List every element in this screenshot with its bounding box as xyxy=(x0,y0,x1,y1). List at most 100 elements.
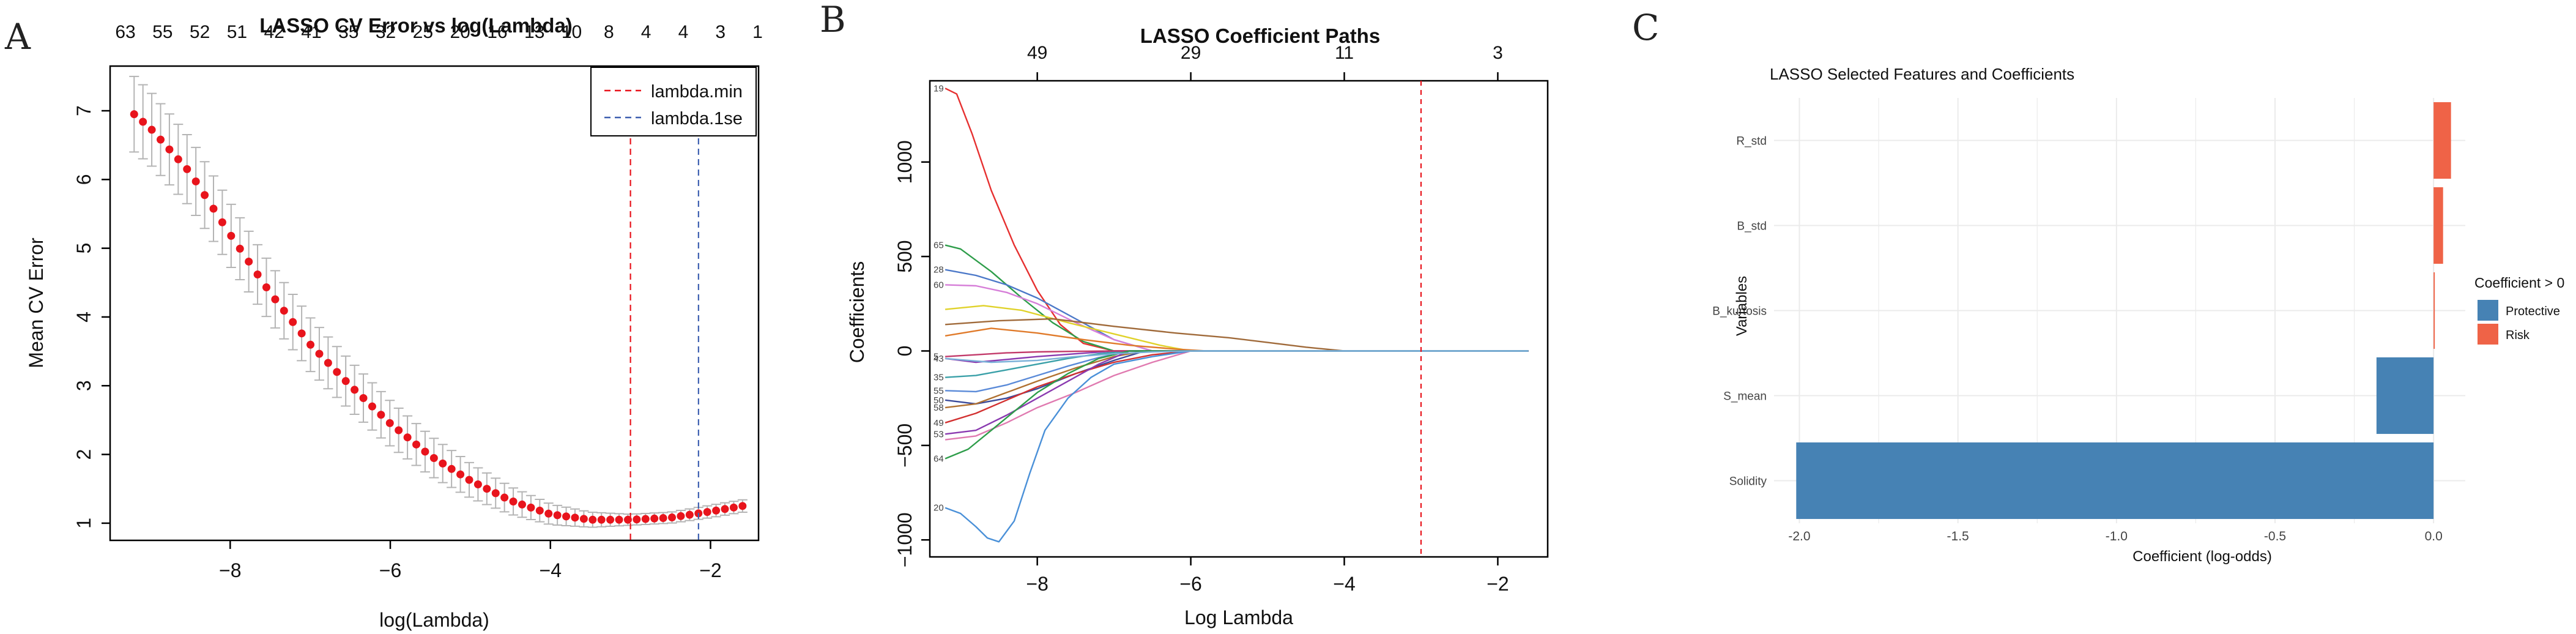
a-cv-point xyxy=(588,515,597,524)
b-y-tick-label: 500 xyxy=(894,240,916,272)
c-bar-b-kurtosis xyxy=(2433,272,2435,349)
a-cv-point xyxy=(421,447,429,456)
a-cv-point xyxy=(677,512,685,520)
a-top-axis-label: 8 xyxy=(604,22,614,42)
a-cv-point xyxy=(473,480,482,489)
b-path-64 xyxy=(945,350,1529,460)
a-cv-point xyxy=(147,125,156,134)
b-x-tick-label: −4 xyxy=(1333,573,1355,595)
c-x-tick-label: -2.0 xyxy=(1788,529,1810,543)
panel-a-plot-box xyxy=(109,65,760,542)
a-top-axis-label: 52 xyxy=(190,22,210,42)
a-cv-point xyxy=(289,318,297,326)
b-path-60 xyxy=(945,284,1529,352)
a-cv-point xyxy=(271,295,280,304)
c-bar-solidity xyxy=(1796,442,2434,520)
a-cv-point xyxy=(359,394,368,403)
a-top-axis-label: 51 xyxy=(227,22,247,42)
a-cv-point xyxy=(721,505,729,513)
a-cv-point xyxy=(157,135,165,144)
legend-label-lambda-min: lambda.min xyxy=(651,82,743,102)
a-top-axis-label: 4 xyxy=(678,22,689,42)
a-y-tick-label: 1 xyxy=(73,518,95,529)
a-x-tick-label: −2 xyxy=(699,559,721,581)
a-cv-point xyxy=(439,459,447,468)
a-top-axis-label: 13 xyxy=(524,22,544,42)
a-cv-point xyxy=(571,513,579,522)
b-path-label: 28 xyxy=(934,265,944,275)
a-cv-point xyxy=(209,204,218,213)
a-cv-point xyxy=(341,377,350,386)
b-path-label: 35 xyxy=(934,373,944,383)
a-cv-point xyxy=(729,503,738,512)
a-cv-point xyxy=(262,283,270,292)
b-path-5 xyxy=(945,350,1529,357)
b-y-tick-label: −1000 xyxy=(894,512,916,567)
panel-b-plot-box xyxy=(929,80,1549,558)
legend-label-lambda-1se: lambda.1se xyxy=(651,109,743,129)
a-cv-point xyxy=(245,257,253,266)
b-path-58 xyxy=(945,350,1529,409)
b-path-49 xyxy=(945,350,1529,423)
panel-c-ticks: R_std B_std B_kurtosis S_mean Solidity -2.0 -1… xyxy=(1712,135,2442,544)
a-cv-point xyxy=(685,510,694,519)
c-category-label: B_std xyxy=(1737,220,1767,233)
a-cv-point xyxy=(236,244,244,253)
panel-a-title: LASSO CV Error vs log(Lambda) xyxy=(259,14,573,37)
c-x-tick-label: -0.5 xyxy=(2264,529,2286,543)
a-cv-point xyxy=(227,231,236,240)
a-x-tick-label: −4 xyxy=(540,559,562,581)
a-top-axis-label: 4 xyxy=(641,22,651,42)
a-cv-point xyxy=(183,165,191,173)
a-top-axis-label: 32 xyxy=(376,22,396,42)
legend-swatch-protective xyxy=(2478,300,2498,321)
a-cv-point xyxy=(351,386,359,394)
a-y-tick-label: 7 xyxy=(73,105,95,116)
b-path-label: 53 xyxy=(934,429,944,439)
a-top-axis-label: 41 xyxy=(301,22,321,42)
panel-letter-b: B xyxy=(820,0,846,40)
legend-label-protective: Protective xyxy=(2506,305,2560,318)
panel-c-legend: Coefficient > 0 Protective Risk xyxy=(2474,275,2564,345)
b-path-label: 49 xyxy=(934,418,944,428)
a-cv-point xyxy=(527,503,535,512)
a-top-axis-label: 42 xyxy=(264,22,284,42)
a-cv-point xyxy=(562,512,571,521)
b-path-35 xyxy=(945,350,1529,378)
b-path-unlabeled-5 xyxy=(945,318,1529,352)
panel-c-title: LASSO Selected Features and Coefficients xyxy=(1770,65,2074,83)
a-cv-point xyxy=(641,515,650,523)
a-cv-point xyxy=(712,506,721,515)
a-cv-point xyxy=(315,349,324,358)
a-y-tick-label: 4 xyxy=(73,311,95,323)
c-x-tick-label: 0.0 xyxy=(2425,529,2443,543)
b-path-label: 5 xyxy=(934,352,938,362)
a-cv-point xyxy=(483,485,491,493)
b-path-19 xyxy=(945,88,1529,352)
a-cv-point xyxy=(615,515,623,524)
a-cv-point xyxy=(703,508,711,517)
legend-swatch-risk xyxy=(2478,324,2498,345)
panel-a-ticks: −8 −6 −4 −2 1 2 3 4 5 6 7 xyxy=(73,105,722,581)
panel-a-plot-area xyxy=(129,75,748,540)
a-cv-point xyxy=(165,145,174,154)
panel-a-legend-box xyxy=(590,67,757,136)
a-cv-point xyxy=(130,110,138,119)
b-path-unlabeled-4 xyxy=(945,305,1529,352)
c-bar-b-std xyxy=(2433,187,2443,264)
b-y-tick-label: 1000 xyxy=(894,140,916,184)
panel-c-selected-features: C LASSO Selected Features and Coefficien… xyxy=(1632,7,2564,565)
a-cv-point xyxy=(633,515,641,524)
a-cv-point xyxy=(403,433,412,442)
a-top-axis-label: 63 xyxy=(115,22,135,42)
a-cv-point xyxy=(579,515,588,523)
b-path-label: 19 xyxy=(934,83,944,94)
b-top-axis-label: 3 xyxy=(1493,43,1503,63)
a-x-tick-label: −6 xyxy=(379,559,401,581)
b-path-label: 60 xyxy=(934,280,944,290)
a-cv-point xyxy=(738,502,747,510)
c-x-tick-label: -1.5 xyxy=(1947,529,1969,543)
a-cv-point xyxy=(280,307,288,315)
